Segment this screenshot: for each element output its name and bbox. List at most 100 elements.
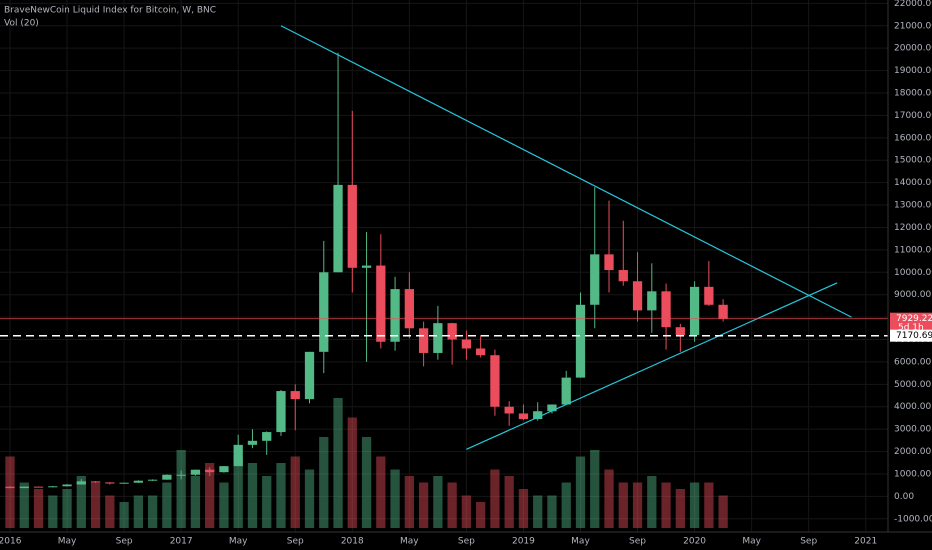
volume-bar	[62, 489, 72, 528]
volume-bar	[33, 489, 44, 528]
volume-bar	[476, 502, 486, 528]
y-tick-label: 16000.00	[894, 133, 932, 143]
candle-body	[5, 486, 15, 489]
x-tick-label: 2018	[341, 537, 364, 547]
volume-bar	[390, 469, 400, 528]
volume-bar	[433, 476, 443, 528]
y-tick-label: 14000.00	[894, 178, 932, 188]
volume-bar	[575, 456, 586, 528]
horizontal-line-box	[890, 329, 932, 342]
volume-bar	[262, 476, 272, 528]
y-tick-label: -1000.00	[894, 514, 932, 524]
y-tick-label: 18000.00	[894, 89, 932, 99]
volume-bar	[147, 495, 158, 528]
volume-bar	[105, 495, 115, 528]
volume-bar	[76, 476, 86, 528]
candle-body	[490, 355, 500, 407]
x-tick-label: May	[742, 537, 761, 547]
candle-body	[376, 265, 386, 342]
x-tick-label: 2021	[854, 537, 877, 547]
y-tick-label: 15000.00	[894, 156, 932, 166]
y-tick-label: 0.00	[894, 492, 914, 502]
volume-bar	[247, 463, 258, 528]
candle-body	[704, 286, 714, 305]
y-tick-label: 21000.00	[894, 21, 932, 31]
volume-bar	[19, 482, 29, 528]
candle-body	[632, 281, 643, 311]
volume-bar	[319, 437, 329, 528]
volume-bar	[418, 482, 429, 528]
candle-body	[361, 265, 372, 268]
x-tick-label: 2020	[683, 537, 706, 547]
volume-bar	[347, 417, 357, 528]
candle-body	[447, 323, 457, 340]
candle-body	[247, 440, 258, 445]
volume-bar	[618, 482, 628, 528]
candle-body	[547, 404, 557, 412]
candle-body	[90, 481, 101, 483]
candle-body	[647, 291, 657, 311]
y-tick-label: 12000.00	[894, 223, 932, 233]
x-tick-label: Sep	[629, 537, 646, 547]
candle-body	[675, 327, 685, 336]
volume-bar	[133, 495, 143, 528]
volume-bar	[333, 398, 343, 528]
trendline	[466, 282, 838, 450]
candle-body	[718, 304, 728, 319]
candle-body	[290, 391, 300, 400]
x-tick-label: Sep	[458, 537, 475, 547]
x-tick-label: Sep	[800, 537, 817, 547]
y-tick-label: 4000.00	[894, 402, 931, 412]
candle-body	[418, 328, 429, 353]
candle-body	[133, 480, 143, 483]
candle-body	[575, 304, 586, 378]
volume-bar	[304, 469, 315, 528]
candle-body	[533, 411, 543, 420]
x-tick-label: May	[400, 537, 419, 547]
y-tick-label: 20000.00	[894, 44, 932, 54]
y-tick-label: 17000.00	[894, 111, 932, 121]
trendline	[280, 25, 852, 318]
volume-bar	[647, 476, 657, 528]
volume-bar	[90, 482, 101, 528]
y-tick-label: 22000.00	[894, 0, 932, 9]
horizontal-line-label: 7170.69	[896, 331, 932, 341]
candle-body	[689, 286, 700, 336]
last-price-label: 7929.22	[896, 314, 932, 324]
volume-bar	[461, 495, 472, 528]
volume-bar	[675, 489, 685, 528]
candle-body	[147, 479, 158, 481]
volume-bar	[233, 456, 243, 528]
volume-bar	[205, 463, 215, 528]
volume-bar	[119, 502, 129, 528]
volume-bar	[290, 456, 300, 528]
volume-bar	[490, 469, 500, 528]
price-axis	[888, 0, 932, 550]
volume-bar	[404, 476, 414, 528]
x-tick-label: May	[58, 537, 77, 547]
y-tick-label: 2000.00	[894, 447, 931, 457]
candle-body	[33, 486, 44, 488]
x-tick-label: 2019	[512, 537, 535, 547]
candle-body	[319, 272, 329, 352]
volume-bar	[162, 482, 172, 528]
candle-body	[219, 466, 229, 473]
candle-body	[162, 474, 172, 480]
y-tick-label: 5000.00	[894, 380, 931, 390]
candle-body	[176, 474, 186, 476]
volume-bar	[176, 450, 186, 528]
volume-bar	[518, 489, 529, 528]
volume-bar	[704, 482, 714, 528]
candle-body	[233, 444, 243, 467]
candle-body	[76, 481, 86, 485]
volume-bar	[590, 450, 600, 528]
candle-body	[276, 391, 286, 433]
candle-body	[661, 291, 671, 328]
volume-bar	[504, 476, 514, 528]
candle-body	[333, 184, 343, 273]
candle-body	[518, 413, 529, 420]
volume-bar	[718, 495, 728, 528]
volume-bar	[533, 495, 543, 528]
x-tick-label: May	[229, 537, 248, 547]
